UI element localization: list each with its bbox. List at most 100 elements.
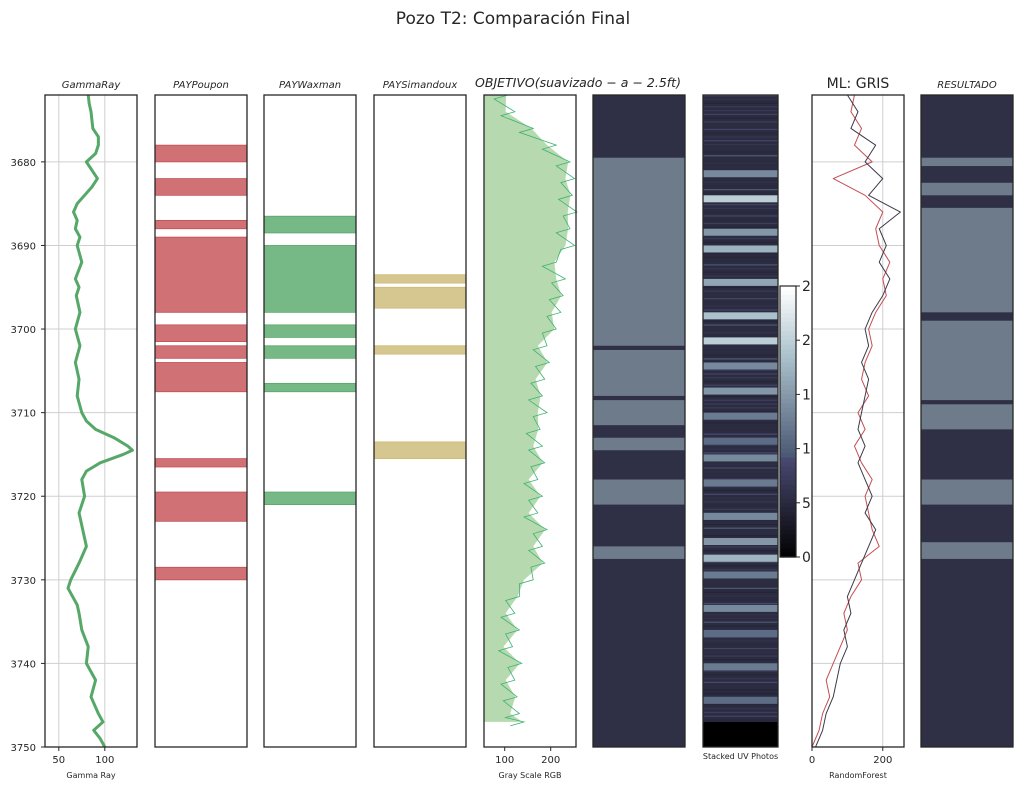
image-stripe bbox=[703, 538, 778, 546]
image-stripe bbox=[703, 170, 778, 178]
colorbar-segment bbox=[780, 444, 796, 450]
image-stripe-fine bbox=[703, 711, 778, 714]
image-stripe-fine bbox=[703, 674, 778, 676]
image-stripe bbox=[703, 554, 778, 562]
x-tick-label: 50 bbox=[52, 755, 65, 766]
image-stripe-fine bbox=[703, 493, 778, 495]
image-stripe-fine bbox=[703, 347, 778, 349]
image-stripe-fine bbox=[703, 226, 778, 228]
panel-title: PAYPoupon bbox=[173, 80, 229, 91]
image-stripe-fine bbox=[703, 358, 778, 360]
x-tick-label: 200 bbox=[873, 755, 892, 766]
colorbar-segment bbox=[780, 308, 796, 314]
image-stripe-fine bbox=[703, 535, 778, 537]
image-stripe bbox=[703, 571, 778, 579]
colorbar-segment bbox=[780, 475, 796, 481]
pay-interval bbox=[154, 566, 248, 581]
colorbar-segment bbox=[780, 394, 796, 400]
panel-2: PAYWaxman bbox=[263, 80, 357, 748]
panel-title: GammaRay bbox=[62, 80, 122, 91]
image-stripe-fine bbox=[703, 256, 778, 258]
image-stripe-fine bbox=[703, 324, 778, 326]
image-stripe-fine bbox=[703, 241, 778, 243]
colorbar-segment bbox=[780, 525, 796, 531]
pay-interval bbox=[154, 345, 248, 359]
colorbar-segment bbox=[780, 376, 796, 382]
colorbar-segment bbox=[780, 462, 796, 468]
image-stripe-fine bbox=[703, 335, 778, 337]
colorbar-segment bbox=[780, 534, 796, 540]
colorbar-segment bbox=[780, 421, 796, 427]
class-band bbox=[593, 479, 685, 505]
colorbar-segment bbox=[780, 362, 796, 368]
colorbar-segment bbox=[780, 290, 796, 296]
image-stripe-fine bbox=[703, 489, 778, 492]
colorbar-segment bbox=[780, 547, 796, 554]
pay-interval bbox=[373, 286, 467, 309]
image-background bbox=[703, 95, 778, 747]
image-stripe-fine bbox=[703, 599, 778, 601]
class-band bbox=[921, 404, 1013, 430]
colorbar-segment bbox=[780, 493, 796, 499]
image-stripe-fine bbox=[703, 166, 778, 168]
image-stripe bbox=[703, 312, 778, 320]
image-stripe-fine bbox=[703, 286, 778, 289]
class-band bbox=[593, 437, 685, 451]
panel-frame bbox=[592, 94, 686, 748]
image-stripe bbox=[703, 696, 778, 704]
pay-interval bbox=[373, 345, 467, 355]
image-stripe-fine bbox=[703, 260, 778, 262]
image-stripe bbox=[703, 278, 778, 286]
figure-title: Pozo T2: Comparación Final bbox=[396, 9, 630, 29]
series-line-0 bbox=[811, 94, 891, 748]
image-stripe-fine bbox=[703, 497, 778, 499]
colorbar-tick-label: 1 bbox=[802, 387, 811, 403]
pay-interval bbox=[263, 345, 357, 359]
image-stripe-fine bbox=[703, 568, 778, 571]
image-stripe bbox=[703, 362, 778, 370]
image-stripe-fine bbox=[703, 621, 778, 623]
image-stripe-fine bbox=[703, 467, 778, 469]
panel-title: ML: GRIS bbox=[827, 76, 890, 92]
image-stripe-fine bbox=[703, 550, 778, 552]
image-stripe-fine bbox=[703, 181, 778, 183]
image-stripe-fine bbox=[703, 102, 778, 104]
colorbar-tick-label: 0 bbox=[802, 550, 811, 566]
pay-interval bbox=[154, 219, 248, 230]
image-stripe-fine bbox=[703, 350, 778, 352]
colorbar-segment bbox=[780, 552, 796, 558]
image-stripe bbox=[703, 412, 778, 420]
image-stripe bbox=[703, 479, 778, 487]
image-stripe-fine bbox=[703, 215, 778, 217]
panel-6: Stacked UV Photos bbox=[702, 94, 779, 761]
depth-tick-label: 3700 bbox=[11, 325, 36, 336]
colorbar-segment bbox=[780, 484, 796, 490]
colorbar-segment bbox=[780, 416, 796, 423]
panel-frame bbox=[44, 94, 138, 748]
image-stripe-fine bbox=[703, 264, 778, 266]
image-stripe-fine bbox=[703, 128, 778, 131]
image-stripe bbox=[703, 245, 778, 253]
colorbar-segment bbox=[780, 448, 796, 454]
colorbar-segment bbox=[780, 313, 796, 319]
colorbar-segment bbox=[780, 331, 796, 337]
colorbar-segment bbox=[780, 371, 796, 377]
x-axis-label: Gray Scale RGB bbox=[499, 771, 562, 780]
colorbar-segment bbox=[780, 520, 796, 526]
image-stripe-fine bbox=[703, 125, 778, 127]
pay-interval bbox=[154, 458, 248, 468]
colorbar-tick-label: 2 bbox=[802, 279, 811, 295]
colorbar-tick-label: 5 bbox=[802, 496, 811, 512]
colorbar-segment bbox=[780, 457, 796, 463]
image-stripe-fine bbox=[703, 478, 778, 480]
depth-tick-label: 3730 bbox=[11, 576, 36, 587]
image-stripe-fine bbox=[703, 369, 778, 371]
colorbar-segment bbox=[780, 480, 796, 486]
profile-line bbox=[493, 94, 578, 727]
pay-interval bbox=[154, 144, 248, 163]
panel-frame bbox=[702, 94, 779, 748]
depth-tick-label: 3680 bbox=[11, 158, 36, 169]
image-stripe-fine bbox=[703, 486, 778, 488]
image-stripe-fine bbox=[703, 162, 778, 164]
image-stripe-fine bbox=[703, 189, 778, 191]
